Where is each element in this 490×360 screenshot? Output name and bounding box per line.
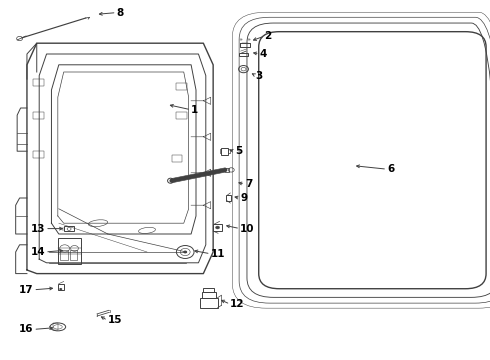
Text: 16: 16 [19,324,33,334]
Bar [176,112,187,119]
Text: 2: 2 [265,31,272,41]
Text: 4: 4 [260,49,267,59]
Text: 1: 1 [191,105,198,115]
Bar [213,224,222,231]
Text: 15: 15 [108,315,122,325]
Bar [239,53,248,56]
Circle shape [216,226,220,229]
Bar [33,112,44,119]
Bar [226,195,231,201]
Text: 9: 9 [240,193,247,203]
Text: 12: 12 [230,299,245,309]
Bar [33,79,44,86]
Circle shape [183,251,187,253]
Text: 8: 8 [117,8,124,18]
Bar [33,151,44,158]
Bar [53,323,58,330]
Bar [58,284,64,290]
Text: 17: 17 [19,285,33,295]
Text: 6: 6 [387,164,394,174]
Bar [70,250,77,260]
Bar [64,226,74,231]
Bar [58,238,81,264]
Ellipse shape [168,178,173,183]
Bar [203,288,214,292]
Text: 11: 11 [211,249,225,259]
Text: 13: 13 [30,224,45,234]
Text: 5: 5 [235,146,243,156]
Text: 10: 10 [240,224,255,234]
Text: 7: 7 [245,179,252,189]
Text: 3: 3 [256,71,263,81]
Bar [200,298,218,308]
Circle shape [59,288,62,290]
Bar [176,83,187,90]
Text: 14: 14 [30,247,45,257]
Bar [202,292,216,298]
Bar [172,155,182,162]
Bar [221,148,228,155]
Bar [60,250,68,260]
